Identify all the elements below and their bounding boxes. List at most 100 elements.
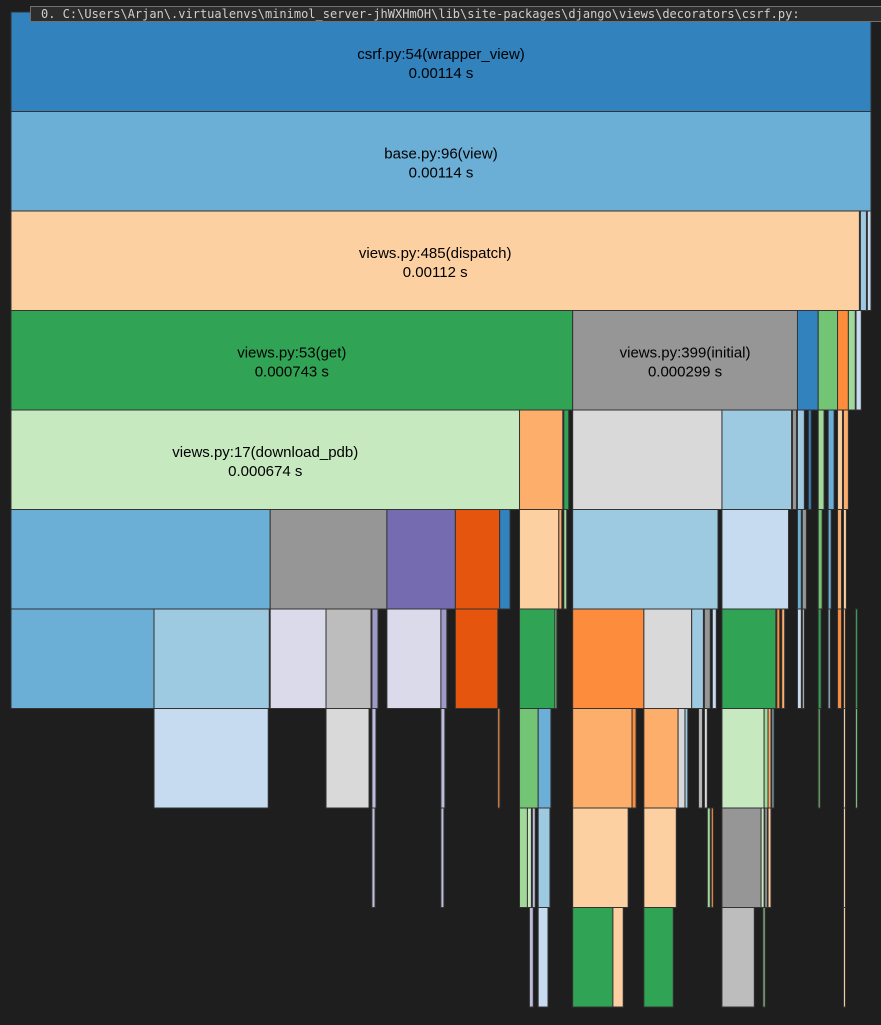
frame-rect[interactable] bbox=[531, 807, 536, 908]
frame-base-py-96-view[interactable]: base.py:96(view)0.00114 s bbox=[10, 111, 872, 212]
frame-rect[interactable] bbox=[817, 509, 823, 610]
frame-rect[interactable] bbox=[454, 608, 499, 709]
frame-block[interactable] bbox=[842, 509, 847, 610]
frame-block[interactable] bbox=[643, 708, 679, 809]
frame-block[interactable] bbox=[698, 708, 703, 809]
frame-rect[interactable] bbox=[817, 608, 822, 709]
frame-block[interactable] bbox=[866, 210, 872, 311]
frame-rect[interactable] bbox=[796, 608, 802, 709]
frame-rect[interactable] bbox=[10, 210, 860, 311]
frame-block[interactable] bbox=[817, 310, 839, 411]
frame-rect[interactable] bbox=[767, 708, 772, 809]
frame-rect[interactable] bbox=[817, 708, 821, 809]
frame-block[interactable] bbox=[801, 608, 805, 709]
frame-rect[interactable] bbox=[721, 807, 762, 908]
frame-rect[interactable] bbox=[643, 608, 693, 709]
frame-rect[interactable] bbox=[791, 409, 798, 510]
frame-block[interactable] bbox=[796, 409, 805, 510]
frame-block[interactable] bbox=[767, 807, 772, 908]
frame-block[interactable] bbox=[572, 509, 719, 610]
frame-rect[interactable] bbox=[827, 409, 835, 510]
frame-block[interactable] bbox=[10, 509, 271, 610]
frame-block[interactable] bbox=[721, 409, 793, 510]
frame-block[interactable] bbox=[325, 608, 372, 709]
frame-block[interactable] bbox=[827, 409, 835, 510]
frame-block[interactable] bbox=[827, 509, 832, 610]
frame-rect[interactable] bbox=[572, 907, 614, 1008]
frame-rect[interactable] bbox=[563, 409, 570, 510]
frame-block[interactable] bbox=[386, 608, 442, 709]
frame-rect[interactable] bbox=[842, 608, 846, 709]
frame-rect[interactable] bbox=[764, 807, 768, 908]
frame-rect[interactable] bbox=[572, 608, 645, 709]
frame-block[interactable] bbox=[153, 708, 269, 809]
frame-rect[interactable] bbox=[454, 509, 501, 610]
frame-block[interactable] bbox=[537, 708, 552, 809]
frame-rect[interactable] bbox=[572, 807, 629, 908]
frame-rect[interactable] bbox=[837, 509, 843, 610]
frame-block[interactable] bbox=[572, 608, 645, 709]
frame-rect[interactable] bbox=[842, 409, 849, 510]
frame-block[interactable] bbox=[764, 807, 768, 908]
frame-rect[interactable] bbox=[691, 608, 704, 709]
frame-rect[interactable] bbox=[760, 807, 765, 908]
frame-block[interactable] bbox=[537, 807, 551, 908]
frame-rect[interactable] bbox=[558, 509, 563, 610]
frame-block[interactable] bbox=[706, 807, 711, 908]
frame-rect[interactable] bbox=[763, 708, 769, 809]
frame-block[interactable] bbox=[837, 608, 843, 709]
frame-block[interactable] bbox=[703, 708, 708, 809]
frame-rect[interactable] bbox=[631, 708, 637, 809]
frame-rect[interactable] bbox=[796, 409, 805, 510]
frame-rect[interactable] bbox=[859, 210, 867, 311]
frame-block[interactable] bbox=[837, 409, 843, 510]
frame-rect[interactable] bbox=[842, 807, 846, 908]
frame-block[interactable] bbox=[721, 807, 762, 908]
frame-rect[interactable] bbox=[528, 907, 534, 1008]
frame-block[interactable] bbox=[499, 509, 511, 610]
frame-block[interactable] bbox=[684, 708, 689, 809]
frame-rect[interactable] bbox=[10, 608, 155, 709]
frame-block[interactable] bbox=[572, 807, 629, 908]
frame-rect[interactable] bbox=[837, 608, 843, 709]
frame-rect[interactable] bbox=[842, 907, 846, 1008]
frame-rect[interactable] bbox=[371, 608, 379, 709]
frame-rect[interactable] bbox=[497, 708, 501, 809]
frame-rect[interactable] bbox=[371, 708, 377, 809]
frame-block[interactable] bbox=[762, 907, 766, 1008]
frame-rect[interactable] bbox=[643, 907, 674, 1008]
frame-rect[interactable] bbox=[721, 708, 765, 809]
frame-rect[interactable] bbox=[781, 608, 786, 709]
frame-block[interactable] bbox=[10, 608, 155, 709]
frame-rect[interactable] bbox=[827, 608, 831, 709]
frame-block[interactable] bbox=[859, 210, 867, 311]
frame-block[interactable] bbox=[771, 708, 775, 809]
frame-rect[interactable] bbox=[572, 509, 719, 610]
frame-block[interactable] bbox=[855, 310, 862, 411]
frame-rect[interactable] bbox=[866, 210, 872, 311]
frame-rect[interactable] bbox=[554, 608, 558, 709]
frame-rect[interactable] bbox=[440, 708, 446, 809]
frame-block[interactable] bbox=[855, 608, 859, 709]
frame-rect[interactable] bbox=[519, 608, 556, 709]
frame-rect[interactable] bbox=[855, 708, 859, 809]
frame-rect[interactable] bbox=[721, 509, 790, 610]
frame-rect[interactable] bbox=[269, 509, 388, 610]
frame-rect[interactable] bbox=[10, 111, 872, 212]
frame-rect[interactable] bbox=[847, 310, 856, 411]
frame-block[interactable] bbox=[827, 608, 831, 709]
frame-rect[interactable] bbox=[721, 409, 793, 510]
frame-block[interactable] bbox=[842, 608, 846, 709]
frame-block[interactable] bbox=[612, 907, 624, 1008]
frame-rect[interactable] bbox=[572, 310, 798, 411]
frame-block[interactable] bbox=[531, 807, 536, 908]
frame-rect[interactable] bbox=[440, 608, 448, 709]
frame-block[interactable] bbox=[763, 708, 769, 809]
frame-block[interactable] bbox=[721, 907, 755, 1008]
frame-block[interactable] bbox=[817, 509, 823, 610]
frame-views-py-399-initial[interactable]: views.py:399(initial)0.000299 s bbox=[572, 310, 798, 411]
frame-block[interactable] bbox=[572, 907, 614, 1008]
frame-rect[interactable] bbox=[440, 807, 445, 908]
frame-rect[interactable] bbox=[801, 608, 805, 709]
frame-block[interactable] bbox=[711, 608, 717, 709]
